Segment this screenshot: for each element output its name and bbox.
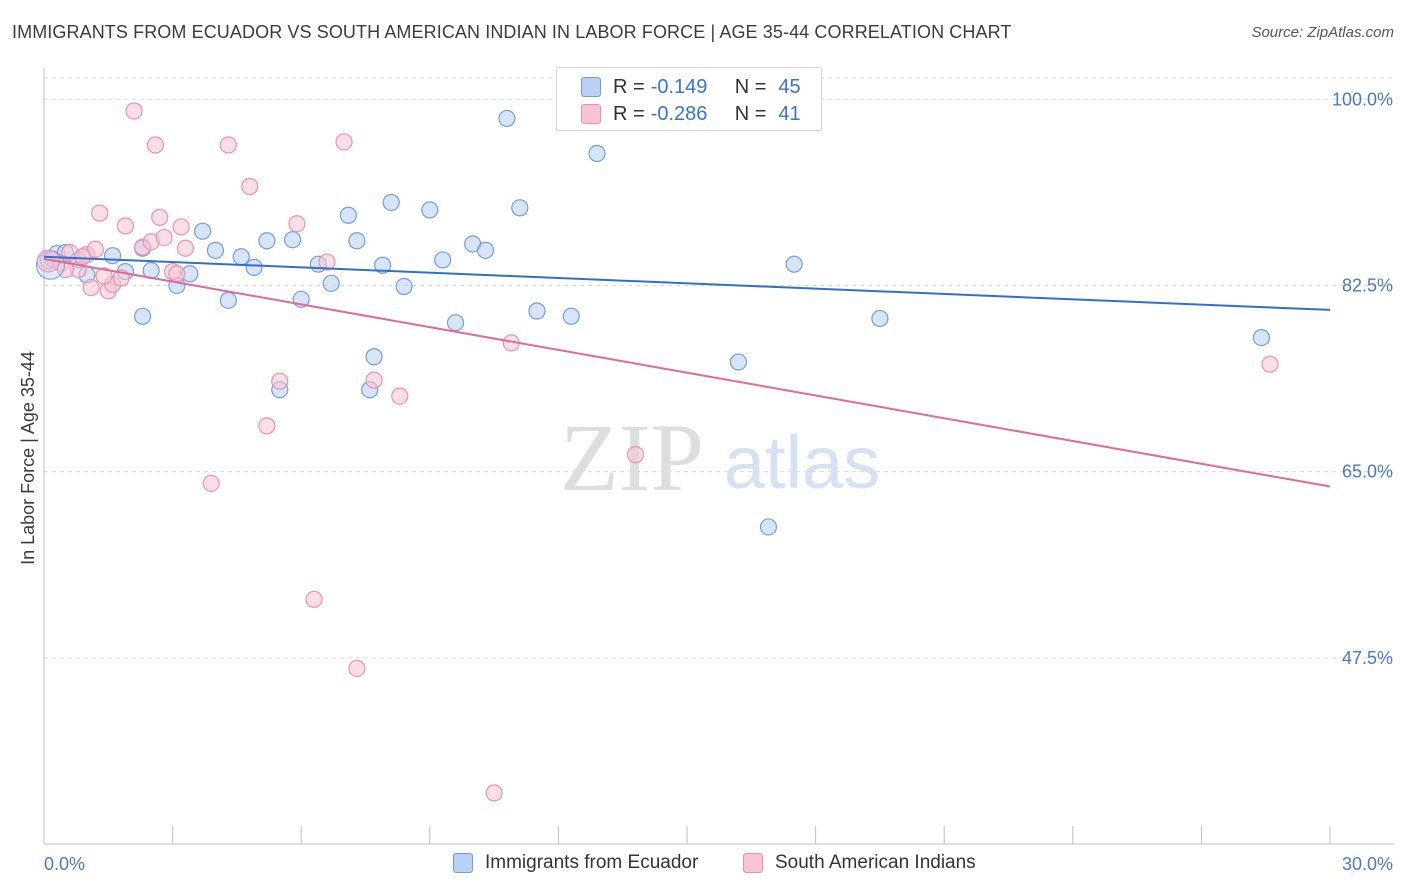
- stats-legend-row-ecuador: R = -0.149 N = 45: [581, 75, 801, 99]
- sai-point: [86, 240, 105, 258]
- legend-swatch-pink: [581, 104, 601, 124]
- sai-point: [485, 784, 503, 802]
- sai-point: [271, 372, 289, 390]
- ecuador-point: [562, 307, 580, 325]
- sai-point: [288, 215, 306, 233]
- ecuador-point: [759, 518, 778, 536]
- ecuador-point: [446, 314, 465, 332]
- ecuador-point: [476, 241, 495, 259]
- ecuador-point: [258, 232, 276, 250]
- sai-point: [125, 102, 143, 120]
- ecuador-point: [348, 232, 366, 250]
- ecuador-point: [365, 348, 383, 366]
- ecuador-point: [395, 277, 413, 296]
- legend-n-label: N =: [734, 75, 767, 98]
- watermark: ZIP atlas: [560, 404, 880, 511]
- ecuador-point: [511, 199, 529, 217]
- ecuador-point: [206, 241, 225, 259]
- ecuador-point: [232, 248, 250, 266]
- ecuador-point: [1252, 328, 1271, 347]
- sai-point: [91, 204, 109, 222]
- ecuador-point: [339, 206, 357, 224]
- ecuador-point: [871, 309, 889, 328]
- y-tick-label: 47.5%: [1342, 648, 1393, 668]
- stats-legend-row-sai: R = -0.286 N = 41: [581, 102, 801, 126]
- ecuador-point: [133, 307, 152, 325]
- sai-point: [176, 239, 195, 257]
- ecuador-point: [729, 353, 748, 371]
- sai-point: [318, 253, 336, 271]
- sai-point: [335, 133, 353, 151]
- x-tick-label: 0.0%: [44, 854, 85, 874]
- stats-legend: R = -0.149 N = 45 R = -0.286 N = 41: [556, 67, 822, 131]
- x-tick-label: 30.0%: [1342, 854, 1393, 874]
- legend-n-label: N =: [734, 102, 767, 125]
- legend-n-value: 45: [778, 75, 801, 98]
- y-axis-label: In Labor Force | Age 35-44: [18, 351, 38, 565]
- sai-point: [258, 417, 276, 435]
- legend-swatch-blue: [453, 853, 473, 873]
- ecuador-point: [421, 201, 439, 219]
- legend-label-ecuador: Immigrants from Ecuador: [485, 852, 699, 873]
- ecuador-point: [528, 302, 546, 320]
- legend-item-sai[interactable]: South American Indians: [743, 852, 976, 874]
- trend-layer: [43, 255, 1331, 488]
- watermark-atlas: atlas: [724, 421, 880, 504]
- sai-point: [155, 228, 173, 247]
- sai-point: [168, 265, 186, 283]
- sai-point: [82, 278, 100, 297]
- ecuador-point: [374, 256, 392, 274]
- sai-point: [116, 217, 135, 235]
- sai-trend-line: [43, 257, 1331, 488]
- legend-r-label: R =: [613, 102, 645, 125]
- sai-point: [626, 446, 645, 464]
- ecuador-point: [245, 258, 263, 276]
- y-tick-label: 100.0%: [1332, 89, 1393, 109]
- sai-point: [219, 136, 237, 154]
- chart-source: Source: ZipAtlas.com: [1251, 24, 1394, 41]
- sai-point: [1261, 355, 1279, 373]
- ecuador-point: [785, 255, 803, 273]
- chart-title: IMMIGRANTS FROM ECUADOR VS SOUTH AMERICA…: [12, 22, 1012, 42]
- sai-point: [172, 218, 190, 236]
- ecuador-point: [498, 109, 516, 128]
- sai-point: [146, 136, 165, 154]
- sai-point: [202, 474, 220, 492]
- grid-layer: [44, 77, 1394, 659]
- axes-layer: 100.0% 82.5% 65.0% 47.5% 0.0% 30.0%: [43, 68, 1394, 874]
- legend-r-value: -0.286: [650, 102, 708, 125]
- ecuador-point: [103, 247, 122, 265]
- ecuador-point: [588, 144, 606, 163]
- legend-swatch-pink: [743, 853, 763, 873]
- sai-point: [305, 590, 323, 608]
- legend-item-ecuador[interactable]: Immigrants from Ecuador: [453, 852, 698, 874]
- sai-point: [73, 248, 92, 266]
- sai-point: [348, 659, 366, 678]
- ecuador-trend-line: [43, 255, 1331, 311]
- y-tick-label: 82.5%: [1342, 275, 1393, 295]
- ecuador-point: [219, 291, 237, 309]
- legend-r-value: -0.149: [650, 75, 708, 98]
- ecuador-point: [382, 193, 400, 212]
- ecuador-point: [434, 251, 452, 269]
- legend-n-value: 41: [778, 102, 801, 125]
- legend-swatch-blue: [581, 77, 601, 97]
- sai-point: [95, 267, 113, 285]
- series-legend: Immigrants from Ecuador South American I…: [0, 852, 1406, 878]
- sai-point: [365, 371, 383, 389]
- sai-point: [391, 387, 409, 405]
- ecuador-point: [284, 231, 302, 249]
- sai-point: [151, 208, 169, 226]
- legend-label-sai: South American Indians: [775, 852, 976, 873]
- ecuador-point: [194, 222, 212, 240]
- legend-r-label: R =: [613, 75, 645, 98]
- ecuador-point: [322, 274, 340, 292]
- sai-point: [241, 177, 259, 196]
- y-tick-label: 65.0%: [1342, 462, 1393, 482]
